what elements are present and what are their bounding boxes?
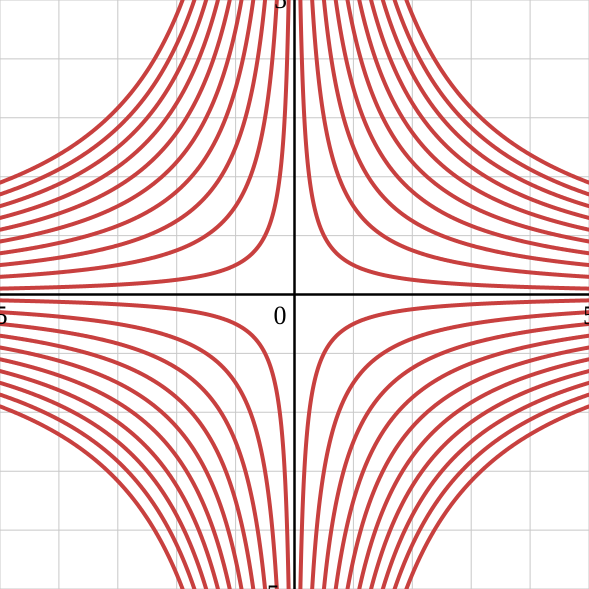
- tick-label-y-min: -5: [258, 580, 280, 589]
- hyperbola-curve-5-branch-1: [345, 0, 589, 244]
- hyperbola-curve-4-branch-2: [0, 333, 256, 589]
- hyperbola-curve-1-branch-2: [0, 298, 291, 589]
- tick-label-origin: 0: [274, 301, 287, 330]
- hyperbola-curve-20-branch-1: [0, 0, 185, 185]
- hyperbola-curve-11-branch-2: [298, 298, 589, 589]
- hyperbola-curve-3-branch-1: [321, 0, 589, 268]
- hyperbola-curve-10-branch-2: [0, 404, 185, 589]
- hyperbola-curve-19-branch-1: [0, 0, 197, 197]
- hyperbola-curve-15-branch-1: [0, 0, 244, 244]
- hyperbola-curve-13-branch-2: [321, 321, 589, 589]
- hyperbola-curve-19-branch-2: [392, 392, 589, 589]
- tick-label-x-max: 5: [583, 301, 589, 330]
- hyperbola-curve-5-branch-2: [0, 345, 244, 589]
- hyperbola-curve-13-branch-1: [0, 0, 268, 268]
- hyperbola-curve-17-branch-1: [0, 0, 220, 220]
- hyperbola-curve-16-branch-2: [357, 357, 589, 589]
- hyperbola-curve-2-branch-2: [0, 310, 279, 589]
- hyperbola-curve-9-branch-1: [392, 0, 589, 197]
- hyperbola-curve-20-branch-2: [404, 404, 589, 589]
- hyperbola-curve-14-branch-2: [333, 333, 589, 589]
- hyperbola-curve-15-branch-2: [345, 345, 589, 589]
- hyperbola-curve-17-branch-2: [369, 369, 589, 589]
- hyperbola-curve-6-branch-2: [0, 357, 232, 589]
- hyperbola-curve-1-branch-1: [298, 0, 589, 291]
- hyperbola-curve-7-branch-2: [0, 369, 220, 589]
- tick-label-x-min: -5: [0, 301, 8, 330]
- hyperbola-curve-4-branch-1: [333, 0, 589, 256]
- hyperbola-curve-8-branch-1: [380, 0, 589, 209]
- hyperbola-curve-18-branch-2: [380, 380, 589, 589]
- hyperbola-curve-18-branch-1: [0, 0, 209, 209]
- hyperbola-curve-9-branch-2: [0, 392, 197, 589]
- hyperbola-curve-11-branch-1: [0, 0, 291, 291]
- hyperbola-curve-14-branch-1: [0, 0, 256, 256]
- hyperbola-curve-12-branch-1: [0, 0, 279, 279]
- hyperbola-curve-8-branch-2: [0, 380, 209, 589]
- hyperbola-curve-12-branch-2: [310, 310, 589, 589]
- hyperbola-curve-10-branch-1: [404, 0, 589, 185]
- hyperbola-curve-7-branch-1: [369, 0, 589, 220]
- hyperbola-curve-6-branch-1: [357, 0, 589, 232]
- hyperbola-curve-16-branch-1: [0, 0, 232, 232]
- hyperbola-curve-2-branch-1: [310, 0, 589, 279]
- hyperbola-curve-3-branch-2: [0, 321, 268, 589]
- tick-label-y-max: 5: [274, 0, 287, 14]
